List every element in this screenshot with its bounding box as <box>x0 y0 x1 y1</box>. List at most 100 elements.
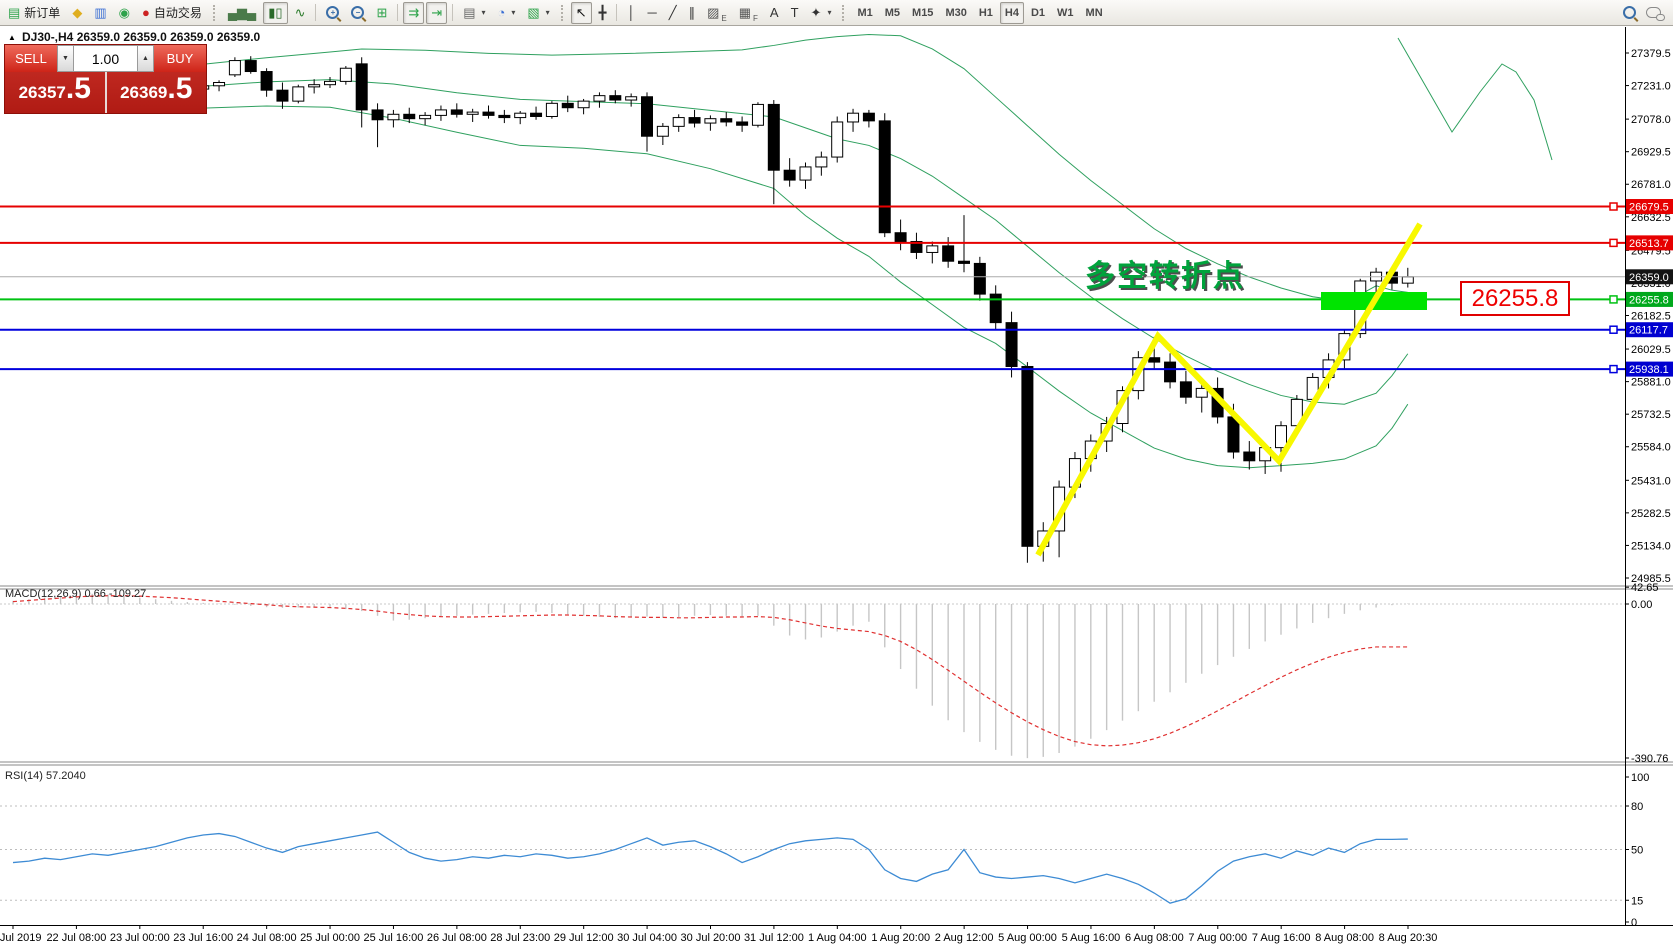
trade-panel-prices: 26357.5 26369.5 <box>5 72 206 113</box>
vertical-line-button[interactable]: │ <box>622 2 640 24</box>
candle-body <box>720 118 733 123</box>
sell-price[interactable]: 26357.5 <box>5 72 107 113</box>
price-axis-label: 26632.5 <box>1631 212 1671 224</box>
cursor-button[interactable]: ↖ <box>570 1 592 24</box>
dropdown-caret-icon: ▾ <box>827 8 832 17</box>
fibonacci-button[interactable]: ▦ F <box>734 2 763 24</box>
volume-down-button[interactable]: ▼ <box>57 45 74 72</box>
tf-m15-button[interactable]: M15 <box>907 2 938 24</box>
zoom-in-button[interactable]: + <box>321 2 344 24</box>
time-axis-label: 25 Jul 00:00 <box>300 932 360 944</box>
vertical-line-icon: │ <box>627 5 636 20</box>
profiles-button[interactable]: ▥ <box>89 2 111 24</box>
tf-w1-button[interactable]: W1 <box>1052 2 1079 24</box>
toolbar-separator <box>452 4 454 21</box>
price-flag-label[interactable]: 26255.8 <box>1460 281 1570 316</box>
candlestick-button[interactable]: ▮▯ <box>263 1 288 24</box>
eraser-button[interactable]: ◆ <box>67 2 87 24</box>
trendline-icon: ╱ <box>668 5 677 20</box>
ellipse-tool-button[interactable]: ▨ E <box>702 2 732 24</box>
time-axis-label: 8 Aug 20:30 <box>1379 932 1438 944</box>
price-axis-label: 25732.5 <box>1631 409 1671 421</box>
bar-chart-button[interactable]: ▄▆▄ <box>223 2 261 24</box>
candle-body <box>926 245 939 253</box>
buy-button[interactable]: BUY <box>154 45 206 72</box>
candle-body <box>260 71 273 91</box>
tile-windows-icon: ⊞ <box>376 5 388 20</box>
level-anchor-handle[interactable] <box>1609 364 1618 374</box>
candle-body <box>625 96 638 101</box>
rsi-axis-label: 100 <box>1631 772 1649 784</box>
candle-body <box>847 112 860 123</box>
dropdown-caret-icon: ▾ <box>481 8 486 17</box>
buy-price[interactable]: 26369.5 <box>107 72 207 113</box>
text-tool-button[interactable]: A <box>765 2 784 24</box>
tf-m30-button[interactable]: M30 <box>940 2 971 24</box>
candle-body <box>736 121 749 126</box>
volume-up-button[interactable]: ▲ <box>137 45 154 72</box>
sell-price-frac: .5 <box>65 72 91 105</box>
zoom-out-button[interactable]: − <box>346 2 369 24</box>
crosshair-button[interactable]: ╋ <box>594 2 612 24</box>
new-chart-button[interactable]: ▤ ▾ <box>458 2 490 24</box>
tf-h4-button[interactable]: H4 <box>999 1 1024 24</box>
channel-button[interactable]: ∥ <box>684 2 701 24</box>
zigzag-trendline[interactable] <box>1035 222 1423 557</box>
autotrade-button[interactable]: ● 自动交易 <box>137 2 207 24</box>
turning-point-annotation[interactable]: 多空转折点 <box>1085 260 1245 293</box>
shapes-button[interactable]: ✦ ▾ <box>806 2 837 24</box>
time-axis-label: 23 Jul 16:00 <box>173 932 233 944</box>
candle-body <box>1195 387 1208 398</box>
rsi-axis-label: 80 <box>1631 801 1643 813</box>
candle-body <box>228 60 241 76</box>
auto-scroll-button[interactable]: ⇉ <box>403 1 425 24</box>
trendline-button[interactable]: ╱ <box>664 2 682 24</box>
candle-body <box>292 86 305 102</box>
volume-input[interactable]: 1.00 <box>74 45 137 72</box>
sell-button[interactable]: SELL <box>5 45 57 72</box>
time-axis-label: 25 Jul 16:00 <box>363 932 423 944</box>
tf-m5-button[interactable]: M5 <box>880 2 905 24</box>
signal-button[interactable]: ◉ <box>114 2 135 24</box>
macd-axis-label: 42.65 <box>1631 582 1659 594</box>
level-anchor-handle[interactable] <box>1609 202 1618 211</box>
search-icon[interactable] <box>1623 6 1636 19</box>
autotrade-label: 自动交易 <box>153 6 202 20</box>
bar-chart-icon: ▄▆▄ <box>227 5 257 20</box>
candle-body <box>324 80 336 86</box>
fibonacci-icon: ▦ <box>738 5 752 20</box>
tf-mn-button[interactable]: MN <box>1081 2 1108 24</box>
new-order-button[interactable]: ▤ 新订单 <box>3 2 65 24</box>
signal-icon: ◉ <box>118 5 130 20</box>
label-tool-button[interactable]: T <box>786 2 804 24</box>
time-axis-label: 31 Jul 12:00 <box>744 932 804 944</box>
time-axis-label: 30 Jul 04:00 <box>617 932 677 944</box>
price-axis-label: 25584.0 <box>1631 442 1671 454</box>
level-anchor-handle[interactable] <box>1609 238 1618 248</box>
shapes-icon: ✦ <box>810 5 822 20</box>
trade-panel-top-row: SELL ▼ 1.00 ▲ BUY <box>5 45 206 72</box>
tile-windows-button[interactable]: ⊞ <box>371 2 392 24</box>
tf-d1-button[interactable]: D1 <box>1026 2 1050 24</box>
candle-body <box>577 100 590 109</box>
timeframe-label: H4 <box>1004 6 1019 19</box>
level-anchor-handle[interactable] <box>1609 325 1618 334</box>
buy-price-frac: .5 <box>167 72 193 105</box>
candle-body <box>894 232 907 242</box>
period-button[interactable]: ◔ ▾ <box>493 2 521 24</box>
tf-m1-button[interactable]: M1 <box>852 2 877 24</box>
chat-icon[interactable] <box>1646 7 1665 21</box>
new-order-icon: ▤ <box>8 5 21 20</box>
horizontal-line-button[interactable]: ─ <box>643 2 662 24</box>
time-axis-label: 28 Jul 23:00 <box>490 932 550 944</box>
chart-shift-icon: ⇥ <box>431 5 443 20</box>
indicators-button[interactable]: ▧ ▾ <box>522 2 554 24</box>
chart-shift-button[interactable]: ⇥ <box>426 1 448 24</box>
price-axis-label: 26781.0 <box>1631 179 1671 191</box>
tf-h1-button[interactable]: H1 <box>974 2 998 24</box>
dropdown-caret-icon: ▾ <box>545 8 550 17</box>
line-chart-button[interactable]: ∿ <box>290 2 311 24</box>
level-anchor-handle[interactable] <box>1609 295 1618 304</box>
